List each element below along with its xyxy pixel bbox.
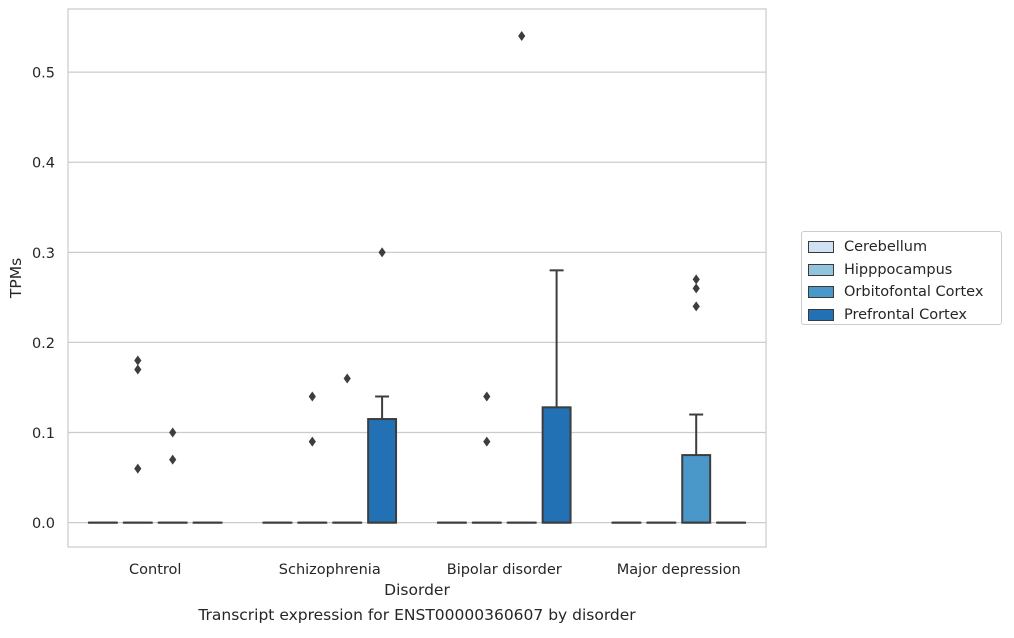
outlier-point <box>344 373 351 383</box>
legend-swatch <box>808 264 834 276</box>
y-axis-label: TPMs <box>7 258 25 299</box>
outlier-point <box>518 31 525 41</box>
box-1-1 <box>298 392 326 523</box>
box-2-0 <box>159 428 187 523</box>
y-tick-label: 0.0 <box>32 516 55 532</box>
box-3-1 <box>368 247 396 522</box>
legend-label: Hipppocampus <box>844 262 952 278</box>
outlier-point <box>693 274 700 284</box>
x-axis-label: Disorder <box>384 581 450 599</box>
y-tick-label: 0.4 <box>32 156 55 172</box>
x-tick-label: Control <box>129 562 181 578</box>
legend: Cerebellum Hipppocampus Orbitofontal Corte… <box>801 231 1002 325</box>
x-tick-label: Schizophrenia <box>279 562 381 578</box>
y-tick-label: 0.3 <box>32 246 55 262</box>
box-2-1 <box>333 373 361 522</box>
outlier-point <box>169 428 176 438</box>
outlier-point <box>169 455 176 465</box>
box-2-2 <box>508 31 536 523</box>
outlier-point <box>134 364 141 374</box>
box-layer <box>89 31 745 523</box>
legend-item: Prefrontal Cortex <box>808 304 1001 327</box>
legend-swatch <box>808 286 834 298</box>
x-tick-labels: Control Schizophrenia Bipolar disorder Majo… <box>129 562 741 578</box>
y-tick-label: 0.1 <box>32 426 55 442</box>
box-1-0 <box>124 355 152 522</box>
outlier-point <box>309 392 316 402</box>
outlier-point <box>483 437 490 447</box>
legend-item: Cerebellum <box>808 236 1001 259</box>
outlier-point <box>134 464 141 474</box>
legend-item: Orbitofontal Cortex <box>808 281 1001 304</box>
x-tick-label: Bipolar disorder <box>447 562 562 578</box>
legend-label: Cerebellum <box>844 239 927 255</box>
legend-swatch <box>808 309 834 321</box>
legend-label: Orbitofontal Cortex <box>844 284 983 300</box>
box-3-2 <box>543 270 571 522</box>
y-tick-label: 0.5 <box>32 66 55 82</box>
legend-item: Hipppocampus <box>808 259 1001 282</box>
outlier-point <box>134 355 141 365</box>
legend-label: Prefrontal Cortex <box>844 307 967 323</box>
box-body <box>368 419 396 523</box>
y-tick-label: 0.2 <box>32 336 55 352</box>
chart-caption: Transcript expression for ENST0000036060… <box>0 606 834 624</box>
outlier-point <box>693 301 700 311</box>
box-body <box>543 407 571 522</box>
box-body <box>682 455 710 523</box>
box-1-2 <box>473 392 501 523</box>
y-tick-labels: 0.0 0.1 0.2 0.3 0.4 0.5 <box>32 66 55 533</box>
outlier-point <box>309 437 316 447</box>
outlier-point <box>379 247 386 257</box>
box-2-3 <box>682 274 710 522</box>
x-tick-label: Major depression <box>617 562 741 578</box>
legend-swatch <box>808 241 834 253</box>
outlier-point <box>483 392 490 402</box>
outlier-point <box>693 283 700 293</box>
plot-frame <box>68 9 766 547</box>
